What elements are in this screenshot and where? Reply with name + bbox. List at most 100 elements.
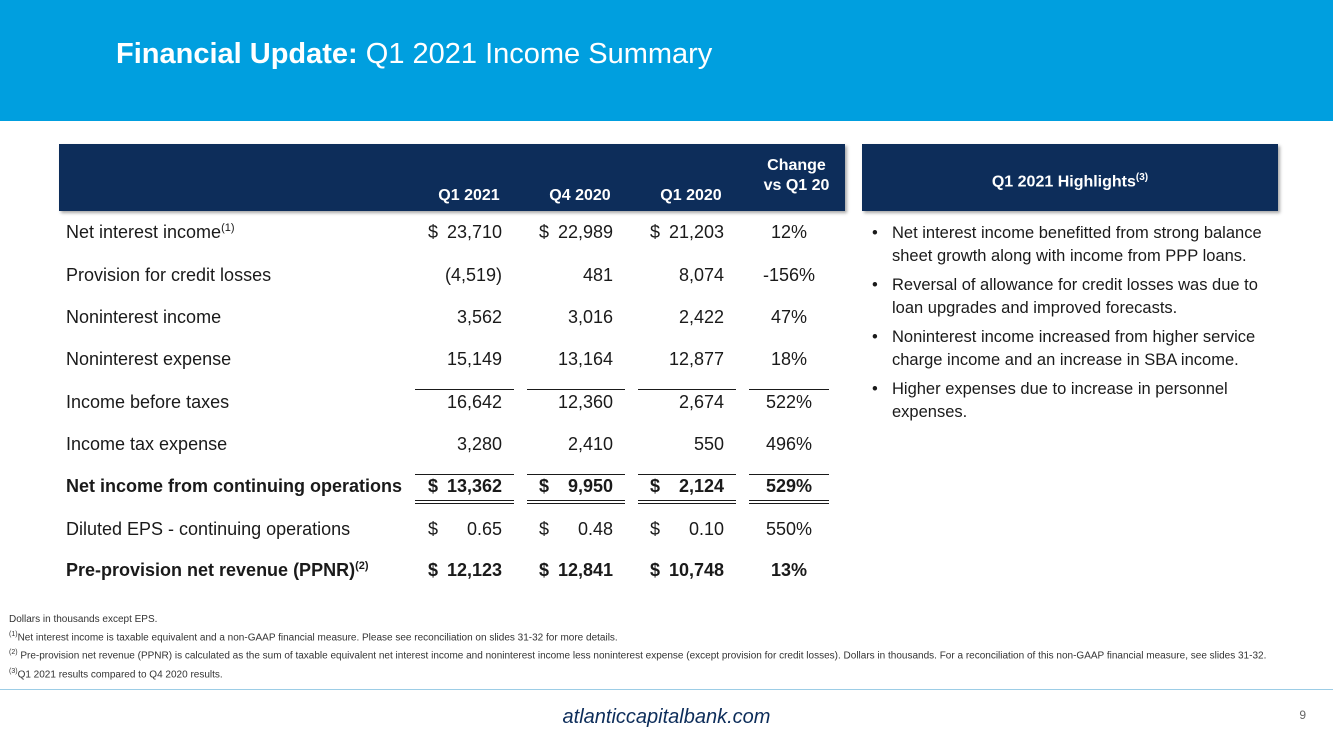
table-row: Net interest income(1) $23,710 $22,989 $21,… (59, 222, 845, 252)
highlights-header: Q1 2021 Highlights(3) (862, 144, 1278, 211)
row-label-text: Noninterest income (66, 307, 222, 327)
cell-value: 2,674 (678, 392, 724, 412)
highlight-item: • Higher expenses due to increase in pers… (872, 378, 1272, 424)
cell-value: (4,519) (444, 265, 502, 285)
cell-value: 0.10 (688, 519, 724, 539)
total-rule (415, 474, 514, 475)
row-label-text: Income before taxes (66, 392, 230, 412)
bullet-icon: • (872, 328, 878, 346)
currency-symbol: $ (650, 222, 661, 242)
cell-value: 16,642 (446, 392, 502, 412)
col-header-q1-2020: Q1 2020 (660, 187, 722, 204)
cell-value: 3,016 (567, 307, 613, 327)
cell-value: 12,123 (446, 560, 502, 580)
cell-value: 10,748 (668, 560, 724, 580)
col-header-change: Change vs Q1 20 (749, 156, 844, 196)
highlights-title-text: Q1 2021 Highlights (991, 173, 1136, 191)
col-header-q4-2020: Q4 2020 (549, 187, 611, 204)
bullet-icon: • (872, 224, 878, 242)
cell-value: 0.65 (466, 519, 502, 539)
currency-symbol: $ (650, 476, 661, 496)
currency-symbol: $ (539, 560, 550, 580)
footnote-2-text: Pre-provision net revenue (PPNR) is calc… (17, 650, 1267, 662)
double-underline (749, 503, 829, 504)
currency-symbol: $ (428, 476, 439, 496)
cell-value: 9,950 (567, 476, 613, 496)
highlight-item: • Reversal of allowance for credit losses… (872, 274, 1272, 320)
table-row: Net income from continuing operations $13… (59, 476, 845, 506)
change-value: 13% (770, 560, 808, 580)
row-label: Pre-provision net revenue (PPNR)(2) (66, 560, 369, 581)
cell-value: 12,841 (557, 560, 613, 580)
cell-value: 8,074 (678, 265, 724, 285)
cell-value: 550 (693, 434, 724, 454)
currency-symbol: $ (428, 222, 439, 242)
page-number: 9 (1299, 708, 1306, 722)
double-underline (527, 503, 625, 504)
cell-value: 13,164 (557, 349, 613, 369)
change-value: -156% (762, 265, 816, 285)
page-title: Financial Update: Q1 2021 Income Summary (116, 38, 712, 71)
highlight-item: • Noninterest income increased from highe… (872, 326, 1272, 372)
row-label-text: Pre-provision net revenue (PPNR) (66, 560, 356, 580)
table-row: Income before taxes 16,642 12,360 2,674 522% (59, 392, 845, 422)
footnote-1-text: Net interest income is taxable equivalen… (17, 632, 618, 644)
table-header: Q1 2021 Q4 2020 Q1 2020 Change vs Q1 20 (59, 144, 845, 211)
currency-symbol: $ (650, 519, 661, 539)
footnote-2: (2) Pre-provision net revenue (PPNR) is … (9, 645, 1309, 663)
row-label-text: Income tax expense (66, 434, 228, 454)
change-value: 12% (770, 222, 808, 242)
footnote-3: (3)Q1 2021 results compared to Q4 2020 r… (9, 664, 1309, 682)
change-value: 529% (765, 476, 813, 496)
table-row: Noninterest income 3,562 3,016 2,422 47% (59, 307, 845, 337)
table-row: Provision for credit losses (4,519) 481 8,0… (59, 265, 845, 295)
double-underline (638, 500, 736, 501)
cell-value: 12,877 (668, 349, 724, 369)
cell-value: 22,989 (557, 222, 613, 242)
total-rule (527, 474, 625, 475)
row-label: Noninterest expense (66, 349, 231, 370)
change-value: 550% (765, 519, 813, 539)
highlight-text: Net interest income benefitted from stro… (892, 224, 1262, 265)
bullet-icon: • (872, 380, 878, 398)
cell-value: 12,360 (557, 392, 613, 412)
row-label: Net interest income(1) (66, 222, 235, 243)
change-value: 522% (765, 392, 813, 412)
cell-value: 23,710 (446, 222, 502, 242)
cell-value: 2,124 (678, 476, 724, 496)
change-value: 18% (770, 349, 808, 369)
change-value: 496% (765, 434, 813, 454)
col-header-q1-2021: Q1 2021 (438, 187, 500, 204)
cell-value: 481 (582, 265, 613, 285)
currency-symbol: $ (539, 476, 550, 496)
title-rest: Q1 2021 Income Summary (357, 38, 713, 70)
subtotal-rule (638, 389, 736, 390)
double-underline (749, 500, 829, 501)
subtotal-rule (527, 389, 625, 390)
col-header-change-line2: vs Q1 20 (763, 177, 830, 194)
total-rule (749, 474, 829, 475)
website-link[interactable]: atlanticcapitalbank.com (562, 706, 771, 728)
row-label-text: Net interest income (66, 222, 222, 242)
cell-value: 13,362 (446, 476, 502, 496)
cell-value: 3,562 (456, 307, 502, 327)
row-label: Income before taxes (66, 392, 229, 413)
cell-value: 3,280 (456, 434, 502, 454)
cell-value: 2,422 (678, 307, 724, 327)
footnote-3-text: Q1 2021 results compared to Q4 2020 resu… (17, 668, 223, 680)
title-bold: Financial Update: (116, 38, 358, 70)
double-underline (638, 503, 736, 504)
row-label: Noninterest income (66, 307, 221, 328)
footnote-3-ref: (3) (9, 667, 18, 675)
footnotes: Dollars in thousands except EPS. (1)Net … (9, 612, 1309, 682)
footer-divider (0, 689, 1333, 690)
col-header-change-line1: Change (767, 157, 826, 174)
footnote-1-ref: (1) (9, 631, 18, 638)
title-banner (0, 0, 1333, 121)
cell-value: 0.48 (577, 519, 613, 539)
footnote-units: Dollars in thousands except EPS. (9, 614, 158, 625)
currency-symbol: $ (539, 222, 550, 242)
bullet-icon: • (872, 276, 878, 294)
table-row: Pre-provision net revenue (PPNR)(2) $12,1… (59, 560, 845, 590)
subtotal-rule (415, 389, 514, 390)
